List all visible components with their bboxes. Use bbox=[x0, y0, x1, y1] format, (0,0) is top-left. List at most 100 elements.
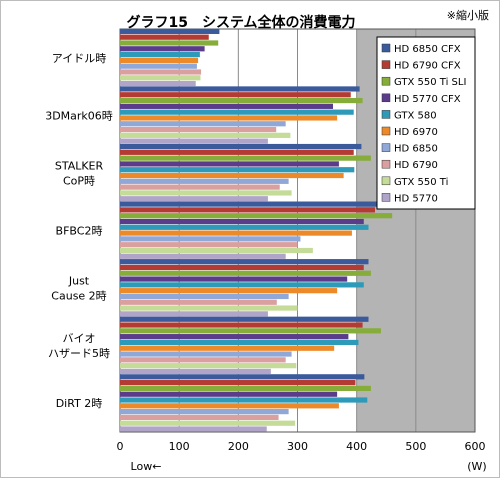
chart-title: グラフ15 システム全体の消費電力 bbox=[126, 15, 356, 31]
bar bbox=[120, 282, 364, 288]
bar bbox=[120, 247, 313, 254]
bar bbox=[120, 121, 286, 127]
legend-label: HD 6790 CFX bbox=[394, 61, 461, 72]
bar bbox=[120, 253, 286, 259]
legend-swatch bbox=[381, 60, 391, 69]
x-tick-label: 200 bbox=[228, 440, 249, 453]
bar bbox=[120, 345, 335, 351]
bar bbox=[120, 368, 271, 375]
category-label: 3DMark06時 bbox=[45, 109, 113, 122]
bar bbox=[120, 109, 354, 115]
bar bbox=[120, 34, 209, 40]
category-label: アイドル時 bbox=[52, 52, 106, 65]
legend-box bbox=[376, 36, 476, 210]
bar bbox=[120, 426, 267, 432]
bar bbox=[120, 322, 363, 328]
bar bbox=[120, 213, 393, 219]
bar bbox=[120, 270, 371, 276]
bar bbox=[120, 351, 292, 357]
bar bbox=[120, 190, 292, 196]
bar bbox=[120, 207, 376, 213]
bar bbox=[120, 138, 268, 144]
category-label: ハザード5時 bbox=[48, 347, 110, 360]
bar bbox=[120, 184, 280, 190]
bar bbox=[120, 409, 289, 415]
bar bbox=[120, 316, 369, 322]
legend-label: HD 6850 bbox=[394, 144, 438, 155]
x-axis-unit: (W) bbox=[467, 460, 486, 473]
bar bbox=[120, 80, 196, 87]
bar bbox=[120, 311, 268, 317]
bar bbox=[120, 397, 368, 403]
legend-swatch bbox=[381, 143, 391, 152]
bar bbox=[120, 276, 348, 282]
bar bbox=[120, 414, 279, 421]
bar bbox=[120, 97, 363, 104]
category-label: DiRT 2時 bbox=[56, 397, 103, 410]
legend-label: HD 6790 bbox=[394, 160, 438, 171]
bar bbox=[120, 178, 289, 184]
legend-label: GTX 580 bbox=[394, 110, 437, 121]
bar bbox=[120, 299, 277, 305]
legend-swatch bbox=[381, 110, 391, 119]
bar bbox=[120, 51, 200, 58]
x-tick-label: 0 bbox=[117, 440, 124, 453]
category-label: Just bbox=[68, 275, 90, 288]
bar bbox=[120, 391, 338, 397]
bar bbox=[120, 40, 219, 46]
bar bbox=[120, 86, 360, 92]
bar bbox=[120, 218, 364, 225]
bar bbox=[120, 363, 297, 369]
bar bbox=[120, 201, 378, 207]
bar bbox=[120, 126, 277, 133]
bar bbox=[120, 339, 359, 346]
legend-swatch bbox=[381, 76, 391, 86]
bar bbox=[120, 69, 202, 75]
bar bbox=[120, 115, 338, 121]
x-tick-label: 600 bbox=[465, 440, 486, 453]
bar bbox=[120, 334, 349, 340]
bar bbox=[120, 403, 339, 409]
low-indicator: Low← bbox=[131, 460, 162, 473]
category-label: CoP時 bbox=[63, 174, 95, 187]
legend-swatch bbox=[381, 159, 391, 169]
bar bbox=[120, 161, 339, 167]
bar bbox=[120, 46, 205, 52]
bar bbox=[120, 224, 369, 230]
bar bbox=[120, 420, 296, 426]
bar bbox=[120, 196, 268, 202]
bar bbox=[120, 155, 371, 161]
scale-note: ※縮小版 bbox=[446, 9, 489, 22]
bar bbox=[120, 374, 365, 380]
bar bbox=[120, 103, 333, 109]
bar bbox=[120, 328, 381, 334]
legend-label: HD 5770 bbox=[394, 193, 438, 204]
category-label: BFBC2時 bbox=[56, 225, 103, 238]
bar bbox=[120, 92, 351, 98]
bar bbox=[120, 380, 356, 386]
legend-swatch bbox=[381, 193, 391, 202]
bar bbox=[120, 28, 220, 34]
legend-swatch bbox=[381, 43, 391, 53]
category-label: STALKER bbox=[55, 159, 104, 172]
bar bbox=[120, 385, 371, 392]
bar bbox=[120, 143, 362, 150]
legend-label: GTX 550 Ti bbox=[394, 177, 448, 188]
legend-swatch bbox=[381, 126, 391, 136]
legend-label: HD 5770 CFX bbox=[394, 94, 461, 105]
legend-label: HD 6970 bbox=[394, 127, 438, 138]
bar bbox=[120, 132, 291, 138]
legend-swatch bbox=[381, 93, 391, 103]
bar bbox=[120, 288, 338, 294]
bar bbox=[120, 305, 298, 311]
bar bbox=[120, 149, 354, 155]
legend-label: HD 6850 CFX bbox=[394, 44, 461, 55]
category-label: バイオ bbox=[63, 332, 96, 345]
bar bbox=[120, 172, 344, 179]
x-tick-label: 300 bbox=[287, 440, 308, 453]
x-tick-label: 100 bbox=[169, 440, 190, 453]
bar bbox=[120, 57, 199, 63]
bar bbox=[120, 293, 289, 300]
bar bbox=[120, 242, 298, 248]
